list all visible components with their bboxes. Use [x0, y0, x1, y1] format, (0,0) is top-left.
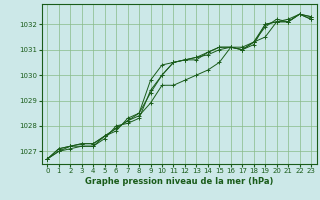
- X-axis label: Graphe pression niveau de la mer (hPa): Graphe pression niveau de la mer (hPa): [85, 177, 273, 186]
